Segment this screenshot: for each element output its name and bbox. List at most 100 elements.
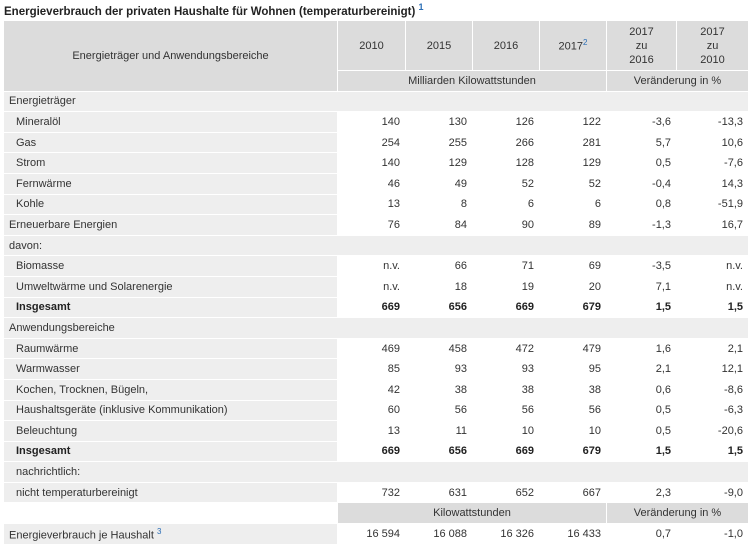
cell-value: 732	[337, 481, 406, 504]
cell-value: 38	[405, 378, 473, 401]
section-label: Energieträger	[3, 90, 749, 113]
cell-value: 0,5	[606, 399, 677, 422]
row-label: Raumwärme	[3, 337, 338, 360]
cell-value: 1,5	[676, 440, 749, 463]
cell-value: 69	[539, 255, 607, 277]
cell-value: 140	[337, 152, 406, 174]
cell-value: 669	[337, 440, 406, 463]
cell-value: n.v.	[676, 275, 749, 298]
cell-value: 2,3	[606, 481, 677, 504]
cell-value: -8,6	[676, 378, 749, 401]
cell-value: n.v.	[337, 255, 406, 277]
cell-value: 42	[337, 378, 406, 401]
cell-value: 458	[405, 337, 473, 360]
cell-value: 38	[472, 378, 540, 401]
cell-value: 76	[337, 214, 406, 236]
cmp2-line2: zu	[706, 39, 719, 52]
cell-value: 656	[405, 296, 473, 319]
cell-value: 19	[472, 275, 540, 298]
cell-value: 1,5	[606, 296, 677, 319]
cell-value: 472	[472, 337, 540, 360]
cell-value: -0,4	[606, 172, 677, 195]
household-value-2017: 16 433	[539, 523, 607, 545]
cell-value: 254	[337, 131, 406, 154]
cell-value: 0,5	[606, 420, 677, 442]
table-row: Raumwärme 469 458 472 479 1,6 2,1	[3, 337, 749, 360]
cell-value: n.v.	[337, 275, 406, 298]
cell-value: 66	[405, 255, 473, 277]
cell-value: 90	[472, 214, 540, 236]
cell-value: -3,6	[606, 111, 677, 133]
cell-value: 128	[472, 152, 540, 174]
household-change-2016: 0,7	[606, 523, 677, 545]
row-label: Haushaltsgeräte (inklusive Kommunikation…	[3, 399, 338, 422]
cell-value: 656	[405, 440, 473, 463]
cmp2-line1: 2017	[700, 25, 725, 38]
footnote-3-link[interactable]: 3	[156, 526, 162, 536]
cell-value: 631	[405, 481, 473, 504]
table-row: Haushaltsgeräte (inklusive Kommunikation…	[3, 399, 749, 422]
table-row: Beleuchtung 13 11 10 10 0,5 -20,6	[3, 420, 749, 442]
cell-value: -9,0	[676, 481, 749, 504]
row-label: Fernwärme	[3, 172, 338, 195]
row-label: nicht temperaturbereinigt	[3, 481, 338, 504]
cell-value: 56	[472, 399, 540, 422]
cell-value: 46	[337, 172, 406, 195]
row-label: Umweltwärme und Solarenergie	[3, 275, 338, 298]
cell-value: 84	[405, 214, 473, 236]
footnote-2-link[interactable]: 2	[583, 38, 588, 48]
cell-value: 469	[337, 337, 406, 360]
cell-value: 85	[337, 358, 406, 380]
table-title: Energieverbrauch der privaten Haushalte …	[4, 2, 424, 18]
household-value-2010: 16 594	[337, 523, 406, 545]
cell-value: 49	[405, 172, 473, 195]
section-row: Anwendungsbereiche	[3, 317, 749, 339]
section-row: Energieträger	[3, 90, 749, 113]
cell-value: 679	[539, 296, 607, 319]
household-value-2016: 16 326	[472, 523, 540, 545]
row-label: Insgesamt	[3, 296, 338, 319]
row-label: Beleuchtung	[3, 420, 338, 442]
cell-value: 130	[405, 111, 473, 133]
household-unit-values: Kilowattstunden	[337, 502, 607, 525]
cell-value: 679	[539, 440, 607, 463]
cmp2-line3: 2010	[700, 53, 725, 66]
row-label: Kochen, Trocknen, Bügeln,	[3, 378, 338, 401]
section-row: davon:	[3, 234, 749, 257]
table-row: Fernwärme 46 49 52 52 -0,4 14,3	[3, 172, 749, 195]
cell-value: 12,1	[676, 358, 749, 380]
cell-value: -6,3	[676, 399, 749, 422]
header-compare-2017-2010: 2017 zu 2010	[676, 20, 749, 71]
cell-value: 5,7	[606, 131, 677, 154]
cell-value: 20	[539, 275, 607, 298]
cell-value: -51,9	[676, 193, 749, 216]
cell-value: 93	[472, 358, 540, 380]
row-label: Kohle	[3, 193, 338, 216]
cell-value: 129	[405, 152, 473, 174]
household-change-2010: -1,0	[676, 523, 749, 545]
table-row: nicht temperaturbereinigt 732 631 652 667 2,3…	[3, 481, 749, 504]
table-header: Energieträger und Anwendungsbereiche 201…	[3, 20, 749, 92]
table-row: Umweltwärme und Solarenergie n.v. 18 19 20 7,…	[3, 275, 749, 298]
table-row: Warmwasser 85 93 93 95 2,1 12,1	[3, 358, 749, 380]
table-row: Mineralöl 140 130 126 122 -3,6 -13,3	[3, 111, 749, 133]
cell-value: 1,5	[606, 440, 677, 463]
cell-value: 129	[539, 152, 607, 174]
header-compare-2017-2016: 2017 zu 2016	[606, 20, 677, 71]
cell-value: 667	[539, 481, 607, 504]
cell-value: 140	[337, 111, 406, 133]
cell-value: 16,7	[676, 214, 749, 236]
cell-value: 6	[472, 193, 540, 216]
cmp1-line3: 2016	[629, 53, 654, 66]
table-title-text: Energieverbrauch der privaten Haushalte …	[4, 5, 416, 18]
unit-change-header: Veränderung in %	[606, 70, 749, 92]
cell-value: 10,6	[676, 131, 749, 154]
footnote-1-link[interactable]: 1	[418, 2, 424, 12]
household-row: Energieverbrauch je Haushalt 3 16 594 16…	[3, 523, 749, 545]
section-label: nachrichtlich:	[3, 461, 749, 483]
cell-value: 266	[472, 131, 540, 154]
cell-value: 652	[472, 481, 540, 504]
cell-value: 7,1	[606, 275, 677, 298]
cell-value: 10	[472, 420, 540, 442]
household-value-2015: 16 088	[405, 523, 473, 545]
